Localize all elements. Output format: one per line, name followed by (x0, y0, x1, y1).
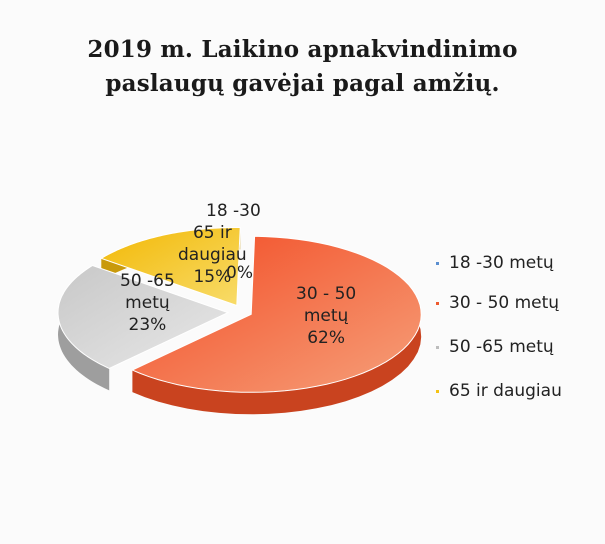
slice-label-50-65-line1: 50 -65 (120, 271, 175, 291)
legend-label-65: 65 ir daugiau (449, 381, 562, 401)
slice-30-50 (131, 235, 422, 393)
legend-label-30-50: 30 - 50 metų (449, 293, 560, 313)
slice-label-30-50-line1: 30 - 50 (296, 284, 357, 304)
legend-swatch-50-65 (436, 345, 439, 349)
legend-item-18-30: 18 -30 metų (436, 253, 554, 273)
slice-label-30-50-percent: 62% (307, 328, 345, 348)
legend-label-18-30: 18 -30 metų (449, 253, 554, 273)
legend-item-30-50: 30 - 50 metų (436, 293, 559, 313)
slice-label-50-65: 50 -65 metų 23% (120, 270, 175, 336)
slice-label-50-65-line2: metų (125, 293, 170, 313)
chart-title-line-2: paslaugų gavėjai pagal amžių. (105, 70, 500, 97)
legend-swatch-30-50 (436, 301, 439, 305)
slice-label-18-30-percent: 0% (226, 263, 253, 283)
slice-label-30-50-line2: metų (303, 306, 349, 326)
slice-label-18-30: 18 -30 (206, 200, 261, 222)
slice-label-65: 65 ir daugiau 15% (178, 222, 247, 288)
slice-50-65 (57, 264, 230, 369)
slice-label-18-30-name: 18 -30 (206, 201, 261, 221)
slice-label-30-50: 30 - 50 metų 62% (296, 283, 356, 349)
legend-item-50-65: 50 -65 metų (436, 337, 554, 357)
slice-label-65-percent: 15% (193, 267, 232, 287)
chart-title-line-1: 2019 m. Laikino apnakvindinimo (87, 36, 518, 63)
slice-label-65-line1: 65 ir (192, 223, 232, 243)
legend-swatch-65 (436, 389, 439, 393)
legend-swatch-18-30 (436, 261, 439, 265)
slice-label-65-line2: daugiau (178, 245, 247, 265)
slice-65 (100, 227, 241, 307)
slice-label-50-65-percent: 23% (128, 315, 167, 335)
legend-item-65: 65 ir daugiau (436, 381, 562, 401)
legend-label-50-65: 50 -65 metų (449, 337, 554, 357)
slice-30-50-side (132, 236, 422, 415)
